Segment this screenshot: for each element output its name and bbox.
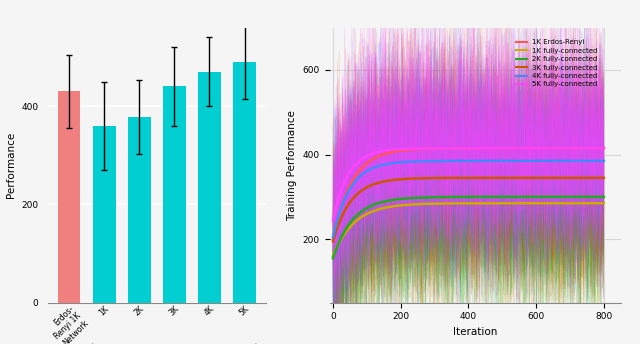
4K fully-connected <box>369 166 376 170</box>
1K fully-connected <box>452 201 460 205</box>
5K fully-connected <box>329 218 337 222</box>
4K fully-connected <box>365 168 373 172</box>
3K fully-connected <box>600 176 608 180</box>
Line: 5K fully-connected: 5K fully-connected <box>333 148 604 220</box>
Y-axis label: Performance: Performance <box>6 132 15 198</box>
5K fully-connected <box>365 153 373 157</box>
1K Erdos-Renyi <box>401 148 408 152</box>
1K Erdos-Renyi <box>369 157 376 161</box>
5K fully-connected <box>500 146 508 150</box>
1K Erdos-Renyi <box>452 146 460 150</box>
5K fully-connected <box>369 152 376 156</box>
1K fully-connected <box>369 209 376 213</box>
Bar <box>58 92 81 303</box>
2K fully-connected <box>452 195 460 199</box>
5K fully-connected <box>600 146 608 150</box>
1K Erdos-Renyi <box>600 146 608 150</box>
2K fully-connected <box>597 195 605 199</box>
4K fully-connected <box>329 235 337 239</box>
2K fully-connected <box>401 196 408 201</box>
1K fully-connected <box>365 211 373 215</box>
Bar <box>233 62 256 303</box>
2K fully-connected <box>600 195 608 199</box>
Line: 1K Erdos-Renyi: 1K Erdos-Renyi <box>333 148 604 239</box>
1K fully-connected <box>600 201 608 205</box>
3K fully-connected <box>597 176 605 180</box>
3K fully-connected <box>452 176 460 180</box>
Line: 4K fully-connected: 4K fully-connected <box>333 161 604 237</box>
X-axis label: Iteration: Iteration <box>453 327 497 337</box>
4K fully-connected <box>401 160 408 164</box>
Bar <box>93 126 116 303</box>
1K Erdos-Renyi <box>365 159 373 163</box>
2K fully-connected <box>329 256 337 260</box>
Bar <box>198 72 221 303</box>
2K fully-connected <box>369 203 376 207</box>
3K fully-connected <box>329 239 337 244</box>
1K fully-connected <box>329 254 337 258</box>
4K fully-connected <box>452 159 460 163</box>
4K fully-connected <box>597 159 605 163</box>
5K fully-connected <box>452 146 460 150</box>
1K Erdos-Renyi <box>500 146 508 150</box>
3K fully-connected <box>365 184 373 188</box>
Bar <box>163 86 186 303</box>
2K fully-connected <box>365 205 373 209</box>
5K fully-connected <box>401 147 408 151</box>
1K Erdos-Renyi <box>597 146 605 150</box>
1K fully-connected <box>401 203 408 207</box>
5K fully-connected <box>597 146 605 150</box>
1K fully-connected <box>500 201 508 205</box>
4K fully-connected <box>600 159 608 163</box>
3K fully-connected <box>401 177 408 181</box>
1K Erdos-Renyi <box>329 237 337 241</box>
4K fully-connected <box>500 159 508 163</box>
1K fully-connected <box>597 201 605 205</box>
Bar <box>128 117 150 303</box>
2K fully-connected <box>500 195 508 199</box>
3K fully-connected <box>500 176 508 180</box>
Legend: 1K Erdos-Renyi, 1K fully-connected, 2K fully-connected, 3K fully-connected, 4K f: 1K Erdos-Renyi, 1K fully-connected, 2K f… <box>514 36 600 90</box>
Line: 1K fully-connected: 1K fully-connected <box>333 203 604 256</box>
Line: 3K fully-connected: 3K fully-connected <box>333 178 604 241</box>
Y-axis label: Training Performance: Training Performance <box>287 110 297 221</box>
3K fully-connected <box>369 183 376 187</box>
Line: 2K fully-connected: 2K fully-connected <box>333 197 604 258</box>
